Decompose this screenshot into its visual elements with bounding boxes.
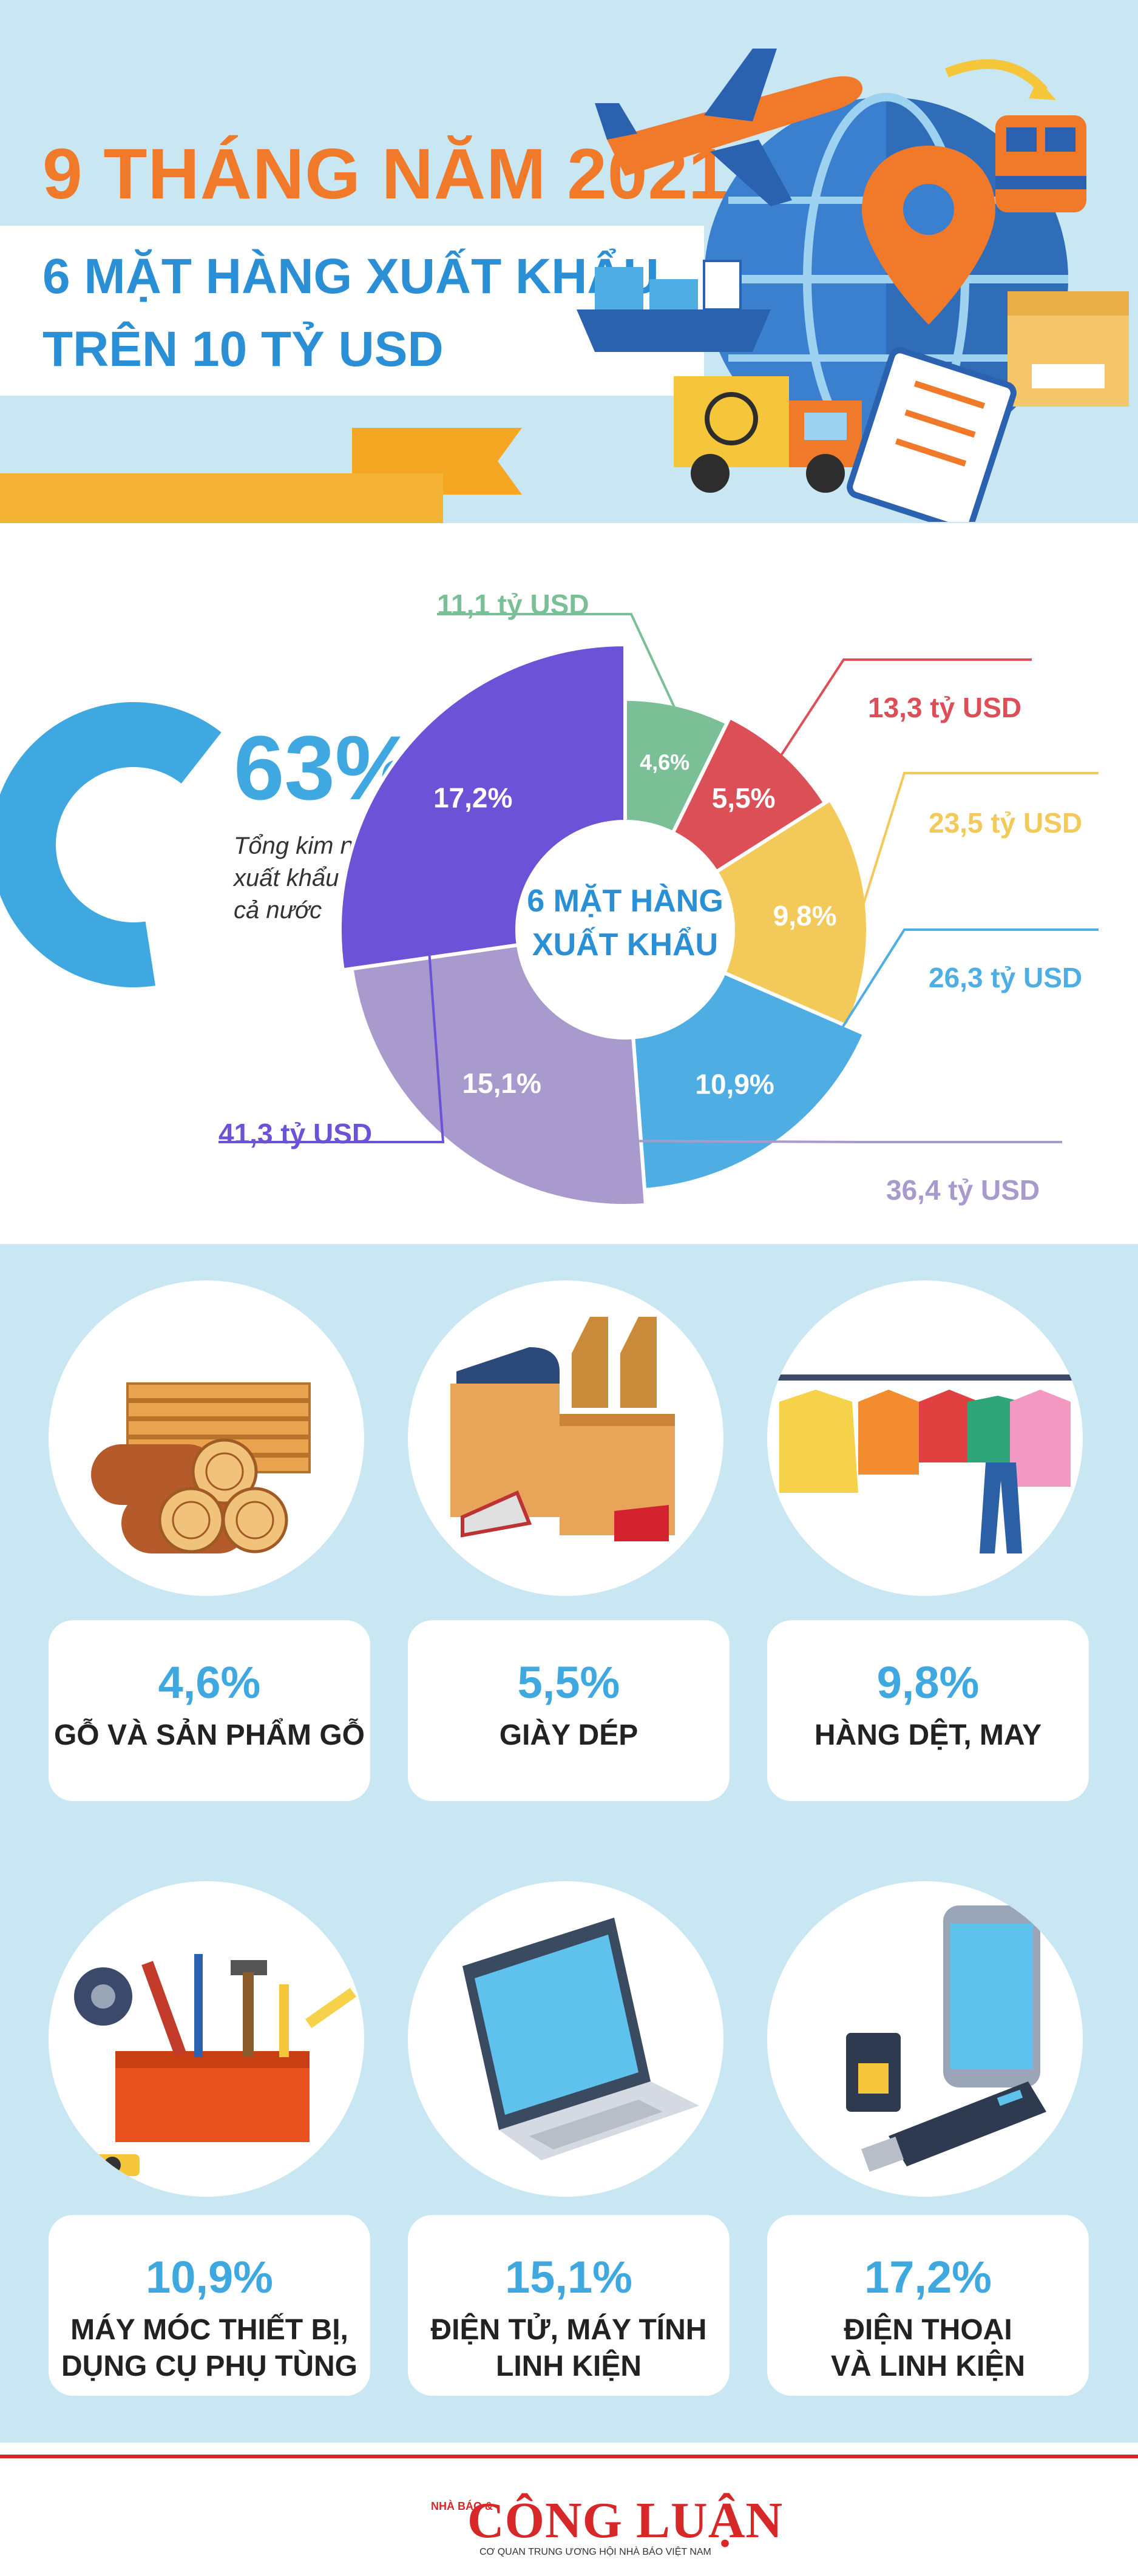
value-leader-line: [771, 928, 1099, 1138]
product-image-phone: [767, 1881, 1083, 2197]
donut-slice: [631, 970, 867, 1192]
value-leader-lines: 11,1 tỷ USD 13,3 tỷ USD 23,5 tỷ USD 26,3 tỷ…: [218, 589, 1099, 1206]
product-image-machinery: [49, 1881, 364, 2197]
product-percent: 10,9%: [146, 2252, 273, 2302]
product-image-footwear: [408, 1280, 723, 1596]
product-label-line-1: ĐIỆN TỬ, MÁY TÍNH: [430, 2314, 707, 2346]
product-label-line-1: ĐIỆN THOẠI: [844, 2314, 1012, 2346]
donut-center-label-line-1: 6 MẶT HÀNG: [527, 884, 723, 919]
export-globe-illustration: [577, 49, 1129, 522]
location-pin-icon: [862, 146, 995, 325]
product-card-wood: 4,6% GỖ VÀ SẢN PHẨM GỖ: [49, 1620, 370, 1801]
slice-value-label: 36,4 tỷ USD: [886, 1174, 1040, 1206]
donut-slice-percent-label: 5,5%: [712, 782, 776, 814]
product-card-footwear: 5,5% GIÀY DÉP: [408, 1620, 730, 1801]
footer-divider: [0, 2455, 1138, 2458]
donut-slice-percent-label: 17,2%: [433, 782, 512, 813]
slice-value-label: 41,3 tỷ USD: [218, 1118, 372, 1149]
product-image-wood: [49, 1280, 364, 1596]
donut-slice-percent-label: 4,6%: [640, 749, 689, 774]
product-label: HÀNG DỆT, MAY: [814, 1719, 1042, 1751]
share-caption-line-3: cả nước: [234, 897, 322, 924]
product-card-phones: 17,2% ĐIỆN THOẠI VÀ LINH KIỆN: [767, 2215, 1089, 2396]
value-leader-line: [437, 613, 677, 712]
product-card-machinery: 10,9% MÁY MÓC THIẾT BỊ, DỤNG CỤ PHỤ TÙNG: [49, 2215, 370, 2396]
footer: NHÀ BÁO & CÔNG LUẬN CƠ QUAN TRUNG ƯƠNG H…: [0, 2442, 1138, 2576]
train-icon: [995, 115, 1086, 212]
slice-value-label: 13,3 tỷ USD: [868, 692, 1021, 723]
laptop-icon: [462, 1918, 699, 2160]
slice-value-label: 26,3 tỷ USD: [929, 962, 1082, 993]
slice-value-label: 23,5 tỷ USD: [929, 807, 1082, 839]
product-label: ĐIỆN THOẠI VÀ LINH KIỆN: [767, 2312, 1089, 2385]
phone-icon: [846, 1905, 1046, 2172]
product-label-line-2: LINH KIỆN: [496, 2350, 642, 2382]
product-percent: 9,8%: [876, 1657, 980, 1708]
donut-slice-labels: 4,6% 5,5% 9,8% 10,9% 15,1% 17,2%: [433, 749, 837, 1100]
product-card-electronics: 15,1% ĐIỆN TỬ, MÁY TÍNH LINH KIỆN: [408, 2215, 730, 2396]
value-leader-line: [456, 1138, 1062, 1143]
header: 9 THÁNG NĂM 2021 6 MẶT HÀNG XUẤT KHẨU TR…: [0, 0, 1138, 523]
logo-prefix: NHÀ BÁO &: [431, 2500, 493, 2512]
product-label-line-2: DỤNG CỤ PHỤ TÙNG: [61, 2350, 357, 2382]
lumber-icon: [91, 1382, 311, 1553]
product-percent: 5,5%: [517, 1657, 620, 1708]
logo-tagline: CƠ QUAN TRUNG ƯƠNG HỘI NHÀ BÁO VIỆT NAM: [479, 2547, 711, 2557]
chart-section: 63% Tổng kim ngạch xuất khẩu của cả nước…: [0, 523, 1138, 1244]
delivery-truck-icon: [674, 376, 862, 493]
product-percent: 15,1%: [505, 2252, 632, 2302]
value-leader-line: [859, 772, 1099, 912]
product-label: GIÀY DÉP: [499, 1719, 638, 1751]
donut-slices: [338, 642, 870, 1208]
share-gauge-arc: [0, 702, 222, 987]
share-gauge: [0, 702, 222, 987]
product-card-textiles: 9,8% HÀNG DỆT, MAY: [767, 1620, 1089, 1801]
ship-icon: [577, 260, 771, 352]
donut-slice-percent-label: 15,1%: [462, 1067, 541, 1099]
value-leader-line: [778, 658, 1032, 759]
product-image-laptop: [408, 1881, 723, 2197]
donut-slice: [338, 642, 627, 972]
product-label: GỖ VÀ SẢN PHẨM GỖ: [53, 1719, 365, 1751]
product-label: MÁY MÓC THIẾT BỊ, DỤNG CỤ PHỤ TÙNG: [49, 2312, 370, 2385]
donut-slice-percent-label: 9,8%: [773, 900, 837, 931]
airplane-icon: [595, 49, 863, 206]
export-donut-chart: 63% Tổng kim ngạch xuất khẩu của cả nước…: [0, 589, 1099, 1208]
checklist-clipboard-icon: [847, 347, 1017, 522]
product-percent: 17,2%: [864, 2252, 992, 2302]
ribbon-banner: [0, 473, 443, 523]
donut-slice-percent-label: 10,9%: [695, 1068, 774, 1100]
product-image-clothes: [767, 1280, 1083, 1596]
package-box-icon: [1008, 291, 1129, 407]
toolbox-icon: [74, 1954, 357, 2176]
publisher-logo: CÔNG LUẬN: [467, 2492, 784, 2549]
subtitle-line-2: TRÊN 10 TỶ USD: [42, 322, 444, 377]
donut-center-label-line-2: XUẤT KHẨU: [532, 927, 718, 962]
product-grid: 4,6% GỖ VÀ SẢN PHẨM GỖ 5,5% GIÀY DÉP 9,8…: [0, 1244, 1138, 2442]
footwear-icon: [450, 1317, 675, 1541]
clothes-rack-icon: [773, 1374, 1077, 1553]
value-leader-line: [218, 746, 445, 1143]
slice-value-label: 11,1 tỷ USD: [437, 589, 589, 620]
product-label-line-1: MÁY MÓC THIẾT BỊ,: [70, 2314, 348, 2346]
product-percent: 4,6%: [158, 1657, 261, 1708]
product-label-line-2: VÀ LINH KIỆN: [830, 2350, 1025, 2382]
subtitle-line-1: 6 MẶT HÀNG XUẤT KHẨU: [42, 249, 659, 304]
product-label: ĐIỆN TỬ, MÁY TÍNH LINH KIỆN: [408, 2312, 730, 2385]
